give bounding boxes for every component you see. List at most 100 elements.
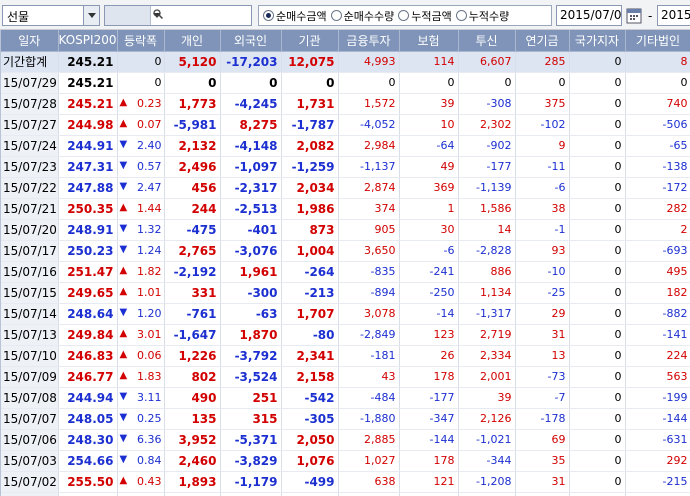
- date-cell: 15/07/24: [1, 135, 59, 157]
- trust-cell: -1,139: [458, 177, 516, 199]
- table-row[interactable]: 15/07/03 254.66 ▼ 0.84 2,460 -3,829 1,076 1,027…: [1, 450, 690, 472]
- kospi200-cell: 250.35: [58, 198, 118, 220]
- table-row[interactable]: 기간합계 245.21 0 5,120 -17,203 12,075 4,993 114 6,6…: [1, 51, 690, 73]
- ins-cell: -6: [399, 240, 459, 262]
- radio-label: 누적금액: [411, 9, 452, 23]
- market-select[interactable]: 선물: [2, 5, 100, 26]
- triangle-down-icon: ▼: [119, 160, 128, 171]
- change-value: 0.43: [137, 475, 162, 488]
- radio-label: 순매수금액: [276, 9, 327, 23]
- column-header[interactable]: 보험: [399, 30, 459, 52]
- table-row[interactable]: 15/07/14 248.64 ▼ 1.20 -761 -63 1,707 3,078 -14-…: [1, 303, 690, 325]
- column-header[interactable]: 일자: [1, 30, 59, 52]
- column-header[interactable]: 등락폭: [117, 30, 165, 52]
- table-row[interactable]: 15/07/09 246.77 ▲ 1.83 802 -3,524 2,158 43 178 2,…: [1, 366, 690, 388]
- column-header[interactable]: 금융투자: [338, 30, 400, 52]
- gov-cell: 0: [569, 450, 626, 472]
- column-header[interactable]: 개인: [164, 30, 221, 52]
- end-date-field[interactable]: 2015: [657, 5, 690, 26]
- date-cell: 15/07/07: [1, 408, 59, 430]
- table-row[interactable]: 15/07/08 244.94 ▼ 3.11 490 251 -542 -484 -177 39-…: [1, 387, 690, 409]
- table-row[interactable]: 15/07/21 250.35 ▲ 1.44 244 -2,513 1,986 374 1 1,5…: [1, 198, 690, 220]
- column-header[interactable]: 기타법인: [625, 30, 690, 52]
- column-header[interactable]: 기관: [281, 30, 339, 52]
- kospi200-cell: 251.47: [58, 261, 118, 283]
- kospi200-cell: 249.65: [58, 282, 118, 304]
- table-row[interactable]: 15/07/06 248.30 ▼ 6.36 3,952 -5,371 2,050 2,885…: [1, 429, 690, 451]
- pension-cell: 375: [515, 93, 570, 115]
- kospi200-cell: 248.91: [58, 219, 118, 241]
- trust-cell: 1,134: [458, 282, 516, 304]
- code-input[interactable]: [105, 6, 151, 25]
- trust-cell: -1,021: [458, 429, 516, 451]
- radio-icon[interactable]: [263, 10, 274, 21]
- table-row[interactable]: 15/07/23 247.31 ▼ 0.57 2,496 -1,097 -1,259 -1,1…: [1, 156, 690, 178]
- gov-cell: 0: [569, 135, 626, 157]
- table-row[interactable]: 15/07/22 247.88 ▼ 2.47 456 -2,317 2,034 2,874 36…: [1, 177, 690, 199]
- start-date-field[interactable]: 2015/07/01: [556, 5, 622, 26]
- date-cell: 15/07/06: [1, 429, 59, 451]
- change-cell: ▲2.80: [117, 492, 165, 496]
- radio-option[interactable]: 누적수량: [455, 8, 510, 24]
- date-cell: 15/07/14: [1, 303, 59, 325]
- pension-cell: 38: [515, 198, 570, 220]
- code-search[interactable]: [104, 5, 252, 26]
- kospi200-cell: 244.98: [58, 114, 118, 136]
- change-value: 0.84: [137, 454, 162, 467]
- table-row[interactable]: 15/07/13 249.84 ▲ 3.01 -1,647 1,870 -80 -2,849 1…: [1, 324, 690, 346]
- triangle-up-icon: ▲: [119, 328, 128, 339]
- column-header[interactable]: KOSPI200: [58, 30, 118, 52]
- triangle-up-icon: ▲: [119, 97, 128, 108]
- column-header[interactable]: 외국인: [220, 30, 282, 52]
- indiv-cell: 0: [164, 72, 221, 94]
- date-cell: 15/07/28: [1, 93, 59, 115]
- radio-option[interactable]: 순매수금액: [263, 8, 327, 24]
- table-header: 일자 KOSPI200 등락폭 개인 외국인 기관 금융투자 보험 투신 연기금 국가지자 기타법인: [1, 30, 690, 52]
- table-row[interactable]: 15/07/17 250.23 ▼ 1.24 2,765 -3,076 1,004 3,650…: [1, 240, 690, 262]
- table-row[interactable]: 15/07/16 251.47 ▲ 1.82 -2,192 1,961 -264 -835 -2…: [1, 261, 690, 283]
- column-header[interactable]: 국가지자: [569, 30, 626, 52]
- column-header[interactable]: 연기금: [515, 30, 570, 52]
- etc-cell: 495: [625, 261, 690, 283]
- pension-cell: 31: [515, 324, 570, 346]
- table-row[interactable]: 15/07/15 249.65 ▲ 1.01 331 -300 -213 -894 -250 1,…: [1, 282, 690, 304]
- triangle-down-icon: ▼: [119, 307, 128, 318]
- search-icon[interactable]: [153, 9, 163, 19]
- table-row[interactable]: 15/07/20 248.91 ▼ 1.32 -475 -401 873 905 30 14 -1 0…: [1, 219, 690, 241]
- date-cell: 15/07/03: [1, 450, 59, 472]
- pension-cell: -25: [515, 282, 570, 304]
- radio-label: 누적수량: [468, 9, 510, 23]
- calendar-icon[interactable]: [626, 6, 642, 24]
- table-row[interactable]: 15/07/29 245.21 0 0 0 0 0 0 0 0 0 0: [1, 72, 690, 94]
- gov-cell: 0: [569, 324, 626, 346]
- etc-cell: 224: [625, 345, 690, 367]
- inst-cell: -542: [281, 387, 339, 409]
- table-row[interactable]: 15/07/10 246.83 ▲ 0.06 1,226 -3,792 2,341 -181 2…: [1, 345, 690, 367]
- date-cell: 15/07/21: [1, 198, 59, 220]
- ins-cell: -144: [399, 429, 459, 451]
- pension-cell: -6: [515, 177, 570, 199]
- ins-cell: -64: [399, 135, 459, 157]
- table-row[interactable]: 15/07/02 255.50 ▲ 0.43 1,893 -1,179 -499 638 121…: [1, 471, 690, 493]
- radio-icon[interactable]: [330, 10, 342, 21]
- table-row[interactable]: 15/07/07 248.05 ▼ 0.25 135 315 -305 -1,880 -347 2…: [1, 408, 690, 430]
- radio-option[interactable]: 순매수수량: [330, 8, 394, 24]
- table-row[interactable]: 15/07/01255.07▲2.80-4,9825,983-2,018-2,7…: [1, 492, 690, 496]
- table-row[interactable]: 15/07/27 244.98 ▲ 0.07 -5,981 8,275 -1,787 -4,0…: [1, 114, 690, 136]
- trust-cell: 709: [458, 492, 516, 496]
- trust-cell: 886: [458, 261, 516, 283]
- change-cell: ▲ 1.82: [117, 261, 165, 283]
- change-cell: ▼ 6.36: [117, 429, 165, 451]
- radio-option[interactable]: 누적금액: [398, 8, 452, 24]
- radio-icon[interactable]: [398, 10, 410, 21]
- gov-cell: 0: [569, 387, 626, 409]
- etc-cell: 0: [625, 72, 690, 94]
- column-header[interactable]: 투신: [458, 30, 516, 52]
- table-row[interactable]: 15/07/24 244.91 ▼ 2.40 2,132 -4,148 2,082 2,984…: [1, 135, 690, 157]
- triangle-down-icon: ▼: [119, 433, 128, 444]
- fin-cell: 374: [338, 198, 400, 220]
- radio-icon[interactable]: [455, 10, 467, 21]
- kospi200-cell: 248.05: [58, 408, 118, 430]
- table-row[interactable]: 15/07/28 245.21 ▲ 0.23 1,773 -4,245 1,731 1,572…: [1, 93, 690, 115]
- chevron-down-icon[interactable]: [83, 6, 99, 25]
